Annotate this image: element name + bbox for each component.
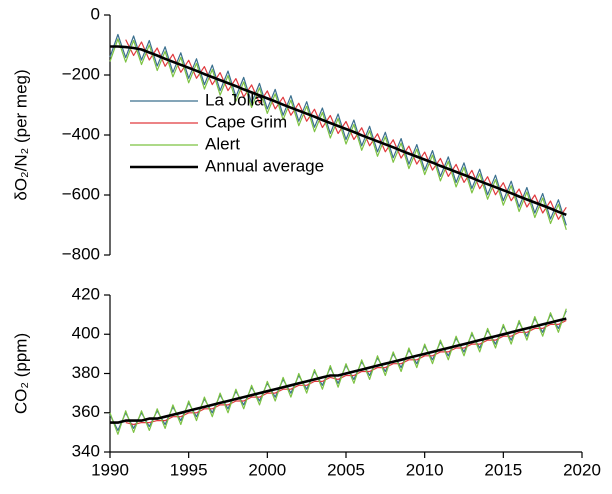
y-tick-label: −600 xyxy=(62,184,100,203)
x-tick-label: 1990 xyxy=(91,460,129,479)
y-tick-label: −200 xyxy=(62,64,100,83)
x-tick-label: 2005 xyxy=(327,460,365,479)
y-tick-label: 380 xyxy=(72,363,100,382)
y-tick-label: 420 xyxy=(72,284,100,303)
x-tick-label: 2010 xyxy=(406,460,444,479)
y-tick-label: 360 xyxy=(72,402,100,421)
x-tick-label: 2000 xyxy=(248,460,286,479)
x-tick-label: 1995 xyxy=(170,460,208,479)
series-line xyxy=(109,308,567,435)
y-axis-label: δO₂/N₂ (per meg) xyxy=(11,69,30,200)
legend-label: Alert xyxy=(205,134,240,153)
y-axis-label: CO₂ (ppm) xyxy=(11,333,30,414)
series-line xyxy=(125,39,567,220)
series-line xyxy=(109,38,567,230)
x-tick-label: 2015 xyxy=(484,460,522,479)
y-tick-label: 0 xyxy=(91,4,100,23)
y-tick-label: −400 xyxy=(62,124,100,143)
y-tick-label: 340 xyxy=(72,441,100,460)
legend-label: La Jolla xyxy=(205,90,264,109)
y-tick-label: −800 xyxy=(62,244,100,263)
legend-label: Cape Grim xyxy=(205,112,287,131)
y-tick-label: 400 xyxy=(72,324,100,343)
series-line xyxy=(109,33,567,226)
legend-label: Annual average xyxy=(205,156,324,175)
x-tick-label: 2020 xyxy=(563,460,601,479)
series-line xyxy=(110,317,567,424)
series-line xyxy=(110,45,567,217)
